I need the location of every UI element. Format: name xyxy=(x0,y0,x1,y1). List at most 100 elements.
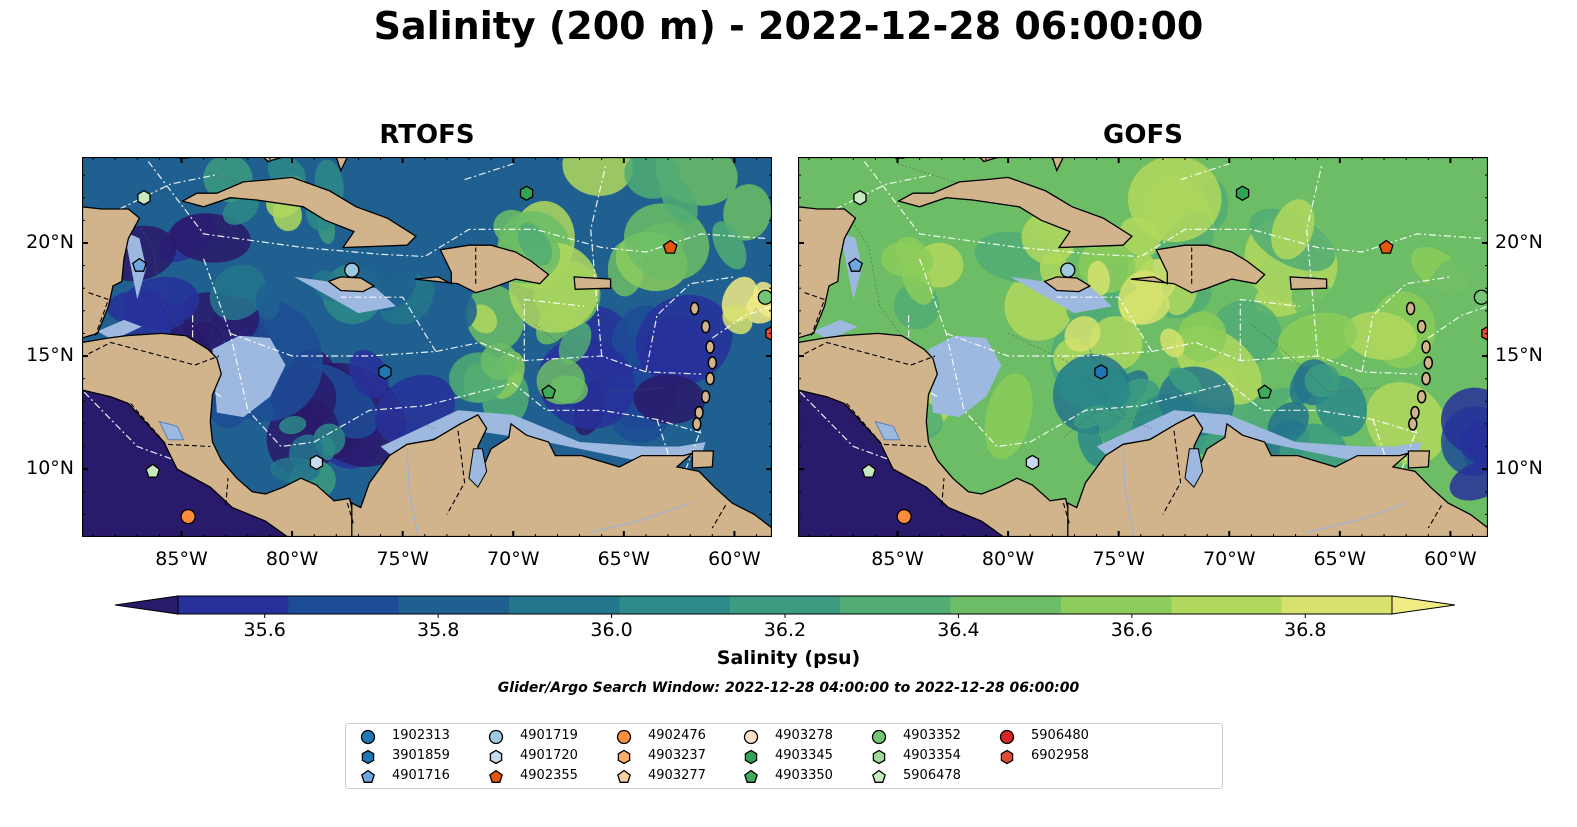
float-marker xyxy=(861,463,877,478)
colorbar-segment xyxy=(178,596,289,614)
float-marker xyxy=(145,463,161,478)
eez-boundary xyxy=(1180,163,1230,181)
florida-land xyxy=(262,157,284,163)
legend-label: 6902958 xyxy=(1031,748,1089,763)
legend-label: 4903345 xyxy=(775,748,833,763)
eez-boundary xyxy=(83,391,293,520)
float-marker xyxy=(662,239,678,254)
float-marker xyxy=(1378,239,1394,254)
salinity-patch xyxy=(349,349,389,399)
central-america-land xyxy=(798,332,1076,537)
puerto-rico-land xyxy=(573,276,612,290)
salinity-patch xyxy=(209,264,267,321)
island xyxy=(1410,405,1420,420)
country-border xyxy=(1162,430,1182,515)
colorbar-tick-label: 36.6 xyxy=(1110,619,1153,641)
eez-boundary xyxy=(229,332,702,375)
bathymetry-contour xyxy=(1251,324,1380,393)
legend-marker xyxy=(360,729,376,745)
colorbar-segment xyxy=(288,596,400,614)
pentagon-marker-icon xyxy=(617,769,631,783)
colorbar-label: Salinity (psu) xyxy=(716,647,861,669)
salinity-patch xyxy=(723,184,772,241)
lake-maracaibo xyxy=(1184,448,1204,489)
pentagon-marker-icon xyxy=(361,769,375,783)
salinity-patch xyxy=(517,222,552,266)
bathymetry-contour xyxy=(535,324,664,393)
legend-marker xyxy=(489,749,503,765)
salinity-patch xyxy=(1449,460,1488,501)
bathymetry-contour xyxy=(291,333,470,420)
jamaica-land xyxy=(327,276,376,293)
hexagon-marker-icon xyxy=(489,749,503,765)
salinity-patch xyxy=(1267,402,1309,445)
lake-maracaibo xyxy=(468,448,488,489)
eez-boundary xyxy=(645,276,735,373)
south-america-land xyxy=(351,414,772,537)
country-border xyxy=(346,502,355,526)
circle-marker-icon xyxy=(999,729,1015,745)
salinity-patch xyxy=(1335,166,1423,254)
hispaniola-land xyxy=(414,244,550,294)
yucatan-land xyxy=(82,206,141,339)
legend-marker xyxy=(1000,749,1014,765)
legend-label: 4903354 xyxy=(903,748,961,763)
country-border xyxy=(88,341,220,366)
float-marker xyxy=(180,508,196,525)
float-marker xyxy=(1257,384,1273,399)
colorbar-extend-low xyxy=(115,595,179,615)
y-tick-label: 15°N xyxy=(1495,344,1543,367)
float-marker xyxy=(309,454,324,471)
country-border xyxy=(1062,502,1071,526)
eez-boundary xyxy=(711,305,772,339)
panel-title-gofs: GOFS xyxy=(1103,120,1183,150)
country-border xyxy=(941,478,945,506)
float-marker xyxy=(848,257,863,272)
colorbar-segment xyxy=(1281,596,1393,614)
salinity-patch xyxy=(1064,316,1101,352)
salinity-patch xyxy=(1343,311,1417,360)
float-marker xyxy=(132,257,147,272)
colorbar xyxy=(115,595,1455,618)
circle-marker-icon xyxy=(616,729,632,745)
salinity-patch xyxy=(255,283,281,320)
river xyxy=(1122,448,1135,537)
pacific-field xyxy=(798,390,1004,537)
colorbar-extend-high xyxy=(1391,595,1455,615)
salinity-patch xyxy=(562,157,633,196)
island xyxy=(1416,390,1427,404)
river xyxy=(590,502,691,534)
eez-boundary xyxy=(590,163,607,357)
float-marker xyxy=(137,189,151,206)
country-border xyxy=(130,403,211,448)
float-marker xyxy=(765,325,772,342)
river xyxy=(1306,502,1407,534)
x-tick-label: 75°W xyxy=(376,548,429,570)
colorbar-segment xyxy=(398,596,510,614)
island xyxy=(700,319,711,334)
central-america-land xyxy=(82,332,360,537)
legend-marker xyxy=(872,749,886,765)
south-america-land xyxy=(1067,414,1488,537)
pentagon-marker-icon xyxy=(744,769,758,783)
salinity-patch xyxy=(633,374,706,424)
salinity-patch xyxy=(1271,199,1315,260)
salinity-patch xyxy=(712,221,747,270)
trinidad-land xyxy=(1407,450,1431,469)
bathymetry-contour xyxy=(1063,409,1152,438)
salinity-patch xyxy=(1365,381,1447,465)
colorbar-segment xyxy=(619,596,731,614)
float-legend: 1902313 3901859 4901716 4901719 4901720 49023… xyxy=(345,723,1223,789)
x-tick-label: 60°W xyxy=(708,548,761,570)
colorbar-tick-label: 36.8 xyxy=(1284,619,1327,641)
salinity-patch xyxy=(272,198,302,232)
salinity-patch xyxy=(984,373,1033,460)
circle-marker-icon xyxy=(871,729,887,745)
country-border xyxy=(804,341,936,366)
eez-boundary xyxy=(799,391,1009,520)
float-marker xyxy=(896,508,912,525)
country-border xyxy=(1427,505,1443,529)
salinity-patch xyxy=(139,301,187,330)
eez-boundary xyxy=(147,161,766,258)
legend-marker xyxy=(744,749,758,765)
